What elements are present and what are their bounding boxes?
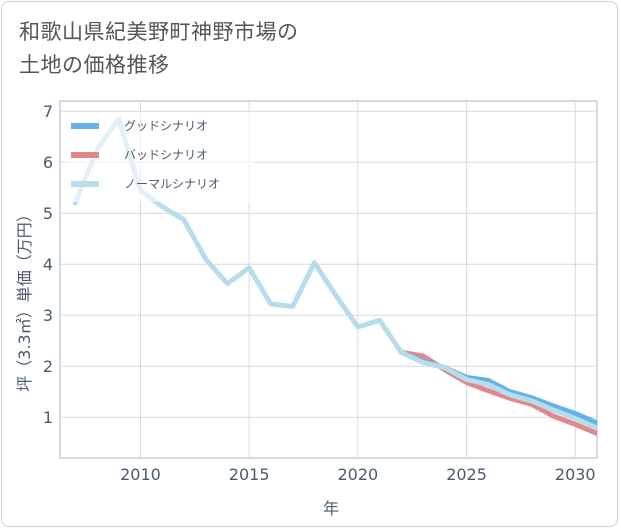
- chart-title: 和歌山県紀美野町神野市場の 土地の価格推移: [19, 16, 299, 82]
- y-tick-label: 3: [43, 306, 53, 325]
- x-tick-label: 2020: [337, 465, 378, 484]
- series-line: [72, 116, 597, 431]
- y-tick-label: 2: [43, 357, 53, 376]
- y-axis-label: 坪（3.3㎡）単価（万円）: [15, 206, 34, 391]
- y-tick-label: 6: [43, 153, 53, 172]
- legend-label: グッドシナリオ: [124, 119, 208, 133]
- y-tick-label: 5: [43, 204, 53, 223]
- chart-title-line1: 和歌山県紀美野町神野市場の: [19, 20, 299, 44]
- x-tick-label: 2030: [555, 465, 596, 484]
- x-tick-label: 2025: [446, 465, 487, 484]
- x-axis-label: 年: [323, 499, 339, 518]
- chart-title-line2: 土地の価格推移: [19, 53, 170, 77]
- y-tick-label: 4: [43, 255, 53, 274]
- tick-labels: 1 2 3 4 5 6 7 2010 2015 2020 2025 2030: [43, 102, 596, 484]
- y-tick-label: 7: [43, 102, 53, 121]
- x-tick-label: 2010: [120, 465, 161, 484]
- legend-label: ノーマルシナリオ: [124, 177, 220, 191]
- y-tick-label: 1: [43, 408, 53, 427]
- series-layer: [72, 116, 597, 436]
- x-tick-label: 2015: [229, 465, 270, 484]
- legend-label: バッドシナリオ: [124, 148, 208, 162]
